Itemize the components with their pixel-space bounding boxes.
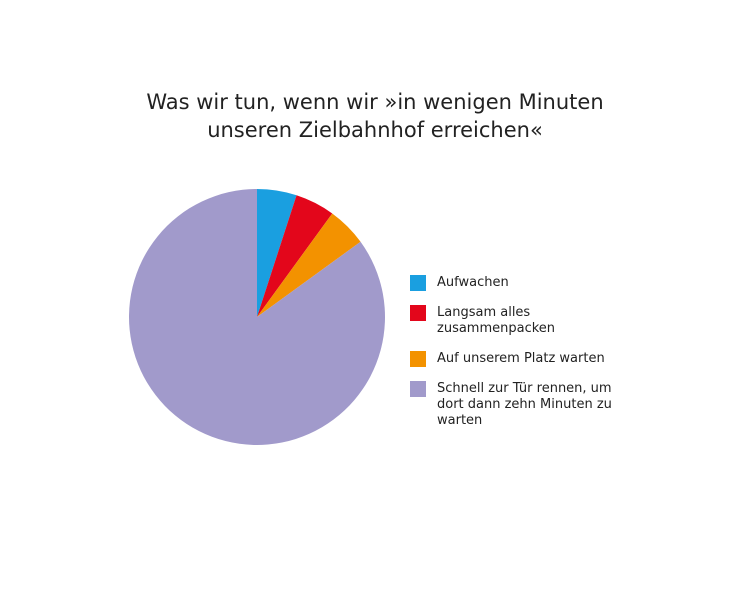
pie-slice — [129, 189, 386, 445]
legend-label: Aufwachen — [437, 275, 509, 290]
legend-item: Auf unserem Platz warten — [410, 351, 627, 367]
chart-title: Was wir tun, wenn wir »in wenigen Minute… — [0, 88, 750, 144]
legend-label: Schnell zur Tür rennen, um dort dann zeh… — [437, 381, 612, 428]
legend-item: Schnell zur Tür rennen, um dort dann zeh… — [410, 381, 627, 429]
legend: Aufwachen Langsam alles zusammenpacken Auf… — [410, 275, 627, 443]
title-line: Was wir tun, wenn wir »in wenigen Minute… — [146, 90, 604, 114]
legend-label: Auf unserem Platz warten — [437, 351, 605, 366]
pie-slice — [257, 189, 297, 317]
legend-swatch — [410, 275, 426, 291]
legend-item: Aufwachen — [410, 275, 627, 291]
legend-swatch — [410, 351, 426, 367]
legend-label: Langsam alles zusammenpacken — [437, 305, 556, 336]
legend-swatch — [410, 305, 426, 321]
pie-slice — [257, 213, 361, 317]
title-line: unseren Zielbahnhof erreichen« — [207, 118, 543, 142]
pie-slice — [257, 195, 333, 317]
legend-item: Langsam alles zusammenpacken — [410, 305, 627, 337]
legend-swatch — [410, 381, 426, 397]
